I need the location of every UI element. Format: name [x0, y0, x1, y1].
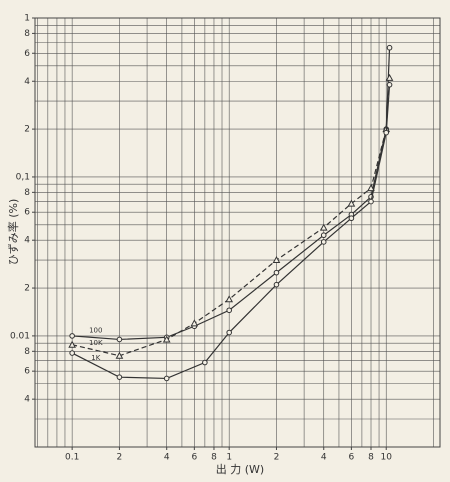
- x-tick-label: 6: [191, 453, 197, 463]
- x-tick-label: 0.1: [65, 453, 79, 463]
- series-label: 10K: [89, 339, 103, 347]
- y-tick-label: 8: [24, 188, 30, 198]
- y-tick-label: 0.01: [10, 331, 30, 341]
- x-tick-label: 2: [274, 453, 280, 463]
- marker: [226, 329, 232, 336]
- y-tick-label: 6: [24, 208, 30, 218]
- x-tick-label: 6: [349, 453, 355, 463]
- x-tick-label: 8: [368, 453, 374, 463]
- y-tick-label: 8: [24, 347, 30, 357]
- marker: [368, 198, 374, 205]
- y-tick-label: 6: [24, 367, 30, 377]
- y-tick-label: 4: [24, 395, 30, 405]
- marker: [383, 129, 390, 136]
- plot-frame: [34, 17, 441, 448]
- marker: [225, 295, 234, 303]
- x-tick-label: 1: [226, 453, 232, 463]
- marker: [272, 256, 281, 264]
- marker: [116, 374, 123, 380]
- y-tick-label: 6: [24, 49, 30, 59]
- series-line: [72, 77, 391, 357]
- y-tick-label: 2: [24, 284, 30, 294]
- marker: [69, 333, 75, 339]
- y-tick-label: 4: [24, 236, 30, 246]
- marker: [348, 215, 355, 222]
- marker: [386, 44, 393, 51]
- marker: [202, 359, 208, 366]
- marker: [367, 184, 375, 192]
- marker: [115, 351, 124, 359]
- x-tick-label: 4: [164, 453, 170, 463]
- marker: [162, 335, 171, 343]
- y-tick-label: 1: [24, 14, 30, 24]
- x-tick-label: 10: [381, 453, 393, 463]
- marker: [116, 336, 123, 343]
- marker: [273, 269, 280, 276]
- series-label: 100: [89, 327, 102, 335]
- y-tick-label: 2: [24, 125, 30, 135]
- marker: [163, 375, 170, 382]
- marker: [320, 232, 327, 239]
- marker: [190, 319, 199, 327]
- series-label: 1K: [91, 354, 100, 362]
- y-tick-label: 8: [24, 29, 30, 39]
- x-axis-label: 出 力 (W): [216, 462, 264, 476]
- y-axis-label: ひずみ率 (%): [6, 199, 20, 266]
- marker: [385, 73, 394, 81]
- x-tick-label: 8: [211, 453, 217, 463]
- marker: [69, 350, 75, 356]
- x-tick-label: 2: [117, 453, 123, 463]
- y-tick-label: 4: [24, 77, 30, 87]
- marker: [68, 340, 76, 348]
- marker: [347, 199, 356, 207]
- marker: [226, 307, 232, 314]
- marker: [273, 281, 280, 288]
- y-tick-label: 0,1: [16, 172, 30, 182]
- marker: [386, 81, 393, 88]
- x-tick-label: 4: [321, 453, 327, 463]
- series-line: [72, 47, 391, 341]
- marker: [320, 239, 327, 245]
- marker: [319, 223, 328, 231]
